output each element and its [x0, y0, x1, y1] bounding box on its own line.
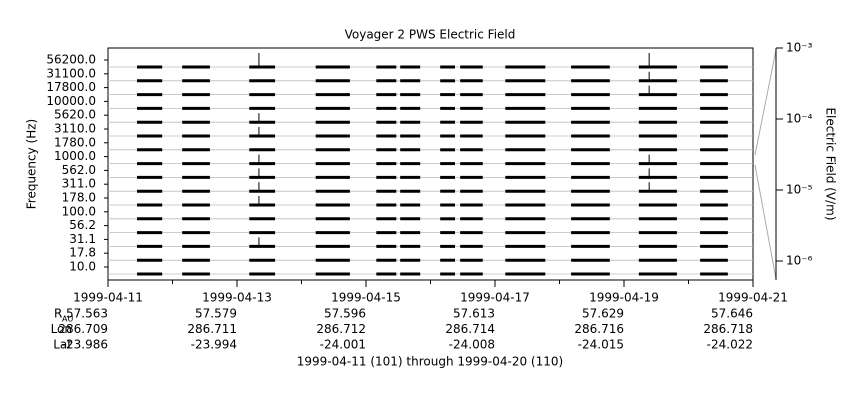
ephemeris-value: 286.714 [445, 322, 495, 336]
y-tick-label: 10000.0 [46, 94, 96, 108]
y-tick-label: 3110.0 [54, 122, 96, 136]
y2-tick-label: 10⁻⁵ [786, 182, 813, 196]
ephemeris-value: 57.646 [711, 307, 753, 321]
connector [754, 164, 777, 280]
ephemeris-label: R [54, 307, 62, 321]
ephemeris-value: -24.022 [707, 338, 753, 352]
y-tick-label: 31100.0 [46, 66, 96, 80]
y-tick-label: 100.0 [62, 204, 96, 218]
ephemeris-label: Lon [51, 322, 72, 336]
y-tick-label: 10.0 [69, 260, 96, 274]
y-tick-label: 56.2 [69, 218, 96, 232]
ephemeris-value: 286.716 [574, 322, 624, 336]
y-axis-label: Frequency (Hz) [25, 119, 39, 210]
x-tick-label: 1999-04-13 [202, 291, 272, 305]
x-tick-label: 1999-04-21 [718, 291, 788, 305]
ephemeris-value: 286.712 [316, 322, 366, 336]
ephemeris-value: 286.709 [58, 322, 108, 336]
y-tick-label: 1780.0 [54, 135, 96, 149]
ephemeris-value: 57.613 [453, 307, 495, 321]
y-tick-label: 17.8 [69, 246, 96, 260]
ephemeris-value: 57.629 [582, 307, 624, 321]
y-tick-label: 1000.0 [54, 149, 96, 163]
y2-axis-label: Electric Field (V/m) [824, 107, 838, 220]
ephemeris-value: 286.711 [187, 322, 237, 336]
ephemeris-value: -24.001 [320, 338, 366, 352]
y-tick-label: 17800.0 [46, 80, 96, 94]
connector [754, 49, 777, 156]
y-tick-label: 5620.0 [54, 108, 96, 122]
y2-tick-label: 10⁻⁶ [786, 253, 813, 267]
y2-tick-label: 10⁻⁴ [786, 111, 813, 125]
ephemeris-value: -23.986 [62, 338, 108, 352]
y-tick-label: 311.0 [62, 177, 96, 191]
y-tick-label: 562.0 [62, 163, 96, 177]
chart-title: Voyager 2 PWS Electric Field [345, 28, 516, 42]
x-tick-label: 1999-04-19 [589, 291, 659, 305]
ephemeris-label-sub: AU [62, 315, 73, 324]
footer: 1999-04-11 (101) through 1999-04-20 (110… [297, 355, 563, 369]
x-tick-label: 1999-04-11 [73, 291, 143, 305]
y-tick-label: 31.1 [69, 232, 96, 246]
ephemeris-label: Lat [53, 338, 72, 352]
ephemeris-value: -24.008 [449, 338, 495, 352]
y-tick-label: 56200.0 [46, 53, 96, 67]
x-tick-label: 1999-04-17 [460, 291, 530, 305]
y2-tick-label: 10⁻³ [786, 41, 813, 55]
ephemeris-value: -23.994 [191, 338, 237, 352]
ephemeris-value: 286.718 [703, 322, 753, 336]
ephemeris-value: -24.015 [578, 338, 624, 352]
ephemeris-value: 57.579 [195, 307, 237, 321]
ephemeris-value: 57.596 [324, 307, 366, 321]
x-tick-label: 1999-04-15 [331, 291, 401, 305]
ephemeris-value: 57.563 [66, 307, 108, 321]
y-tick-label: 178.0 [62, 191, 96, 205]
